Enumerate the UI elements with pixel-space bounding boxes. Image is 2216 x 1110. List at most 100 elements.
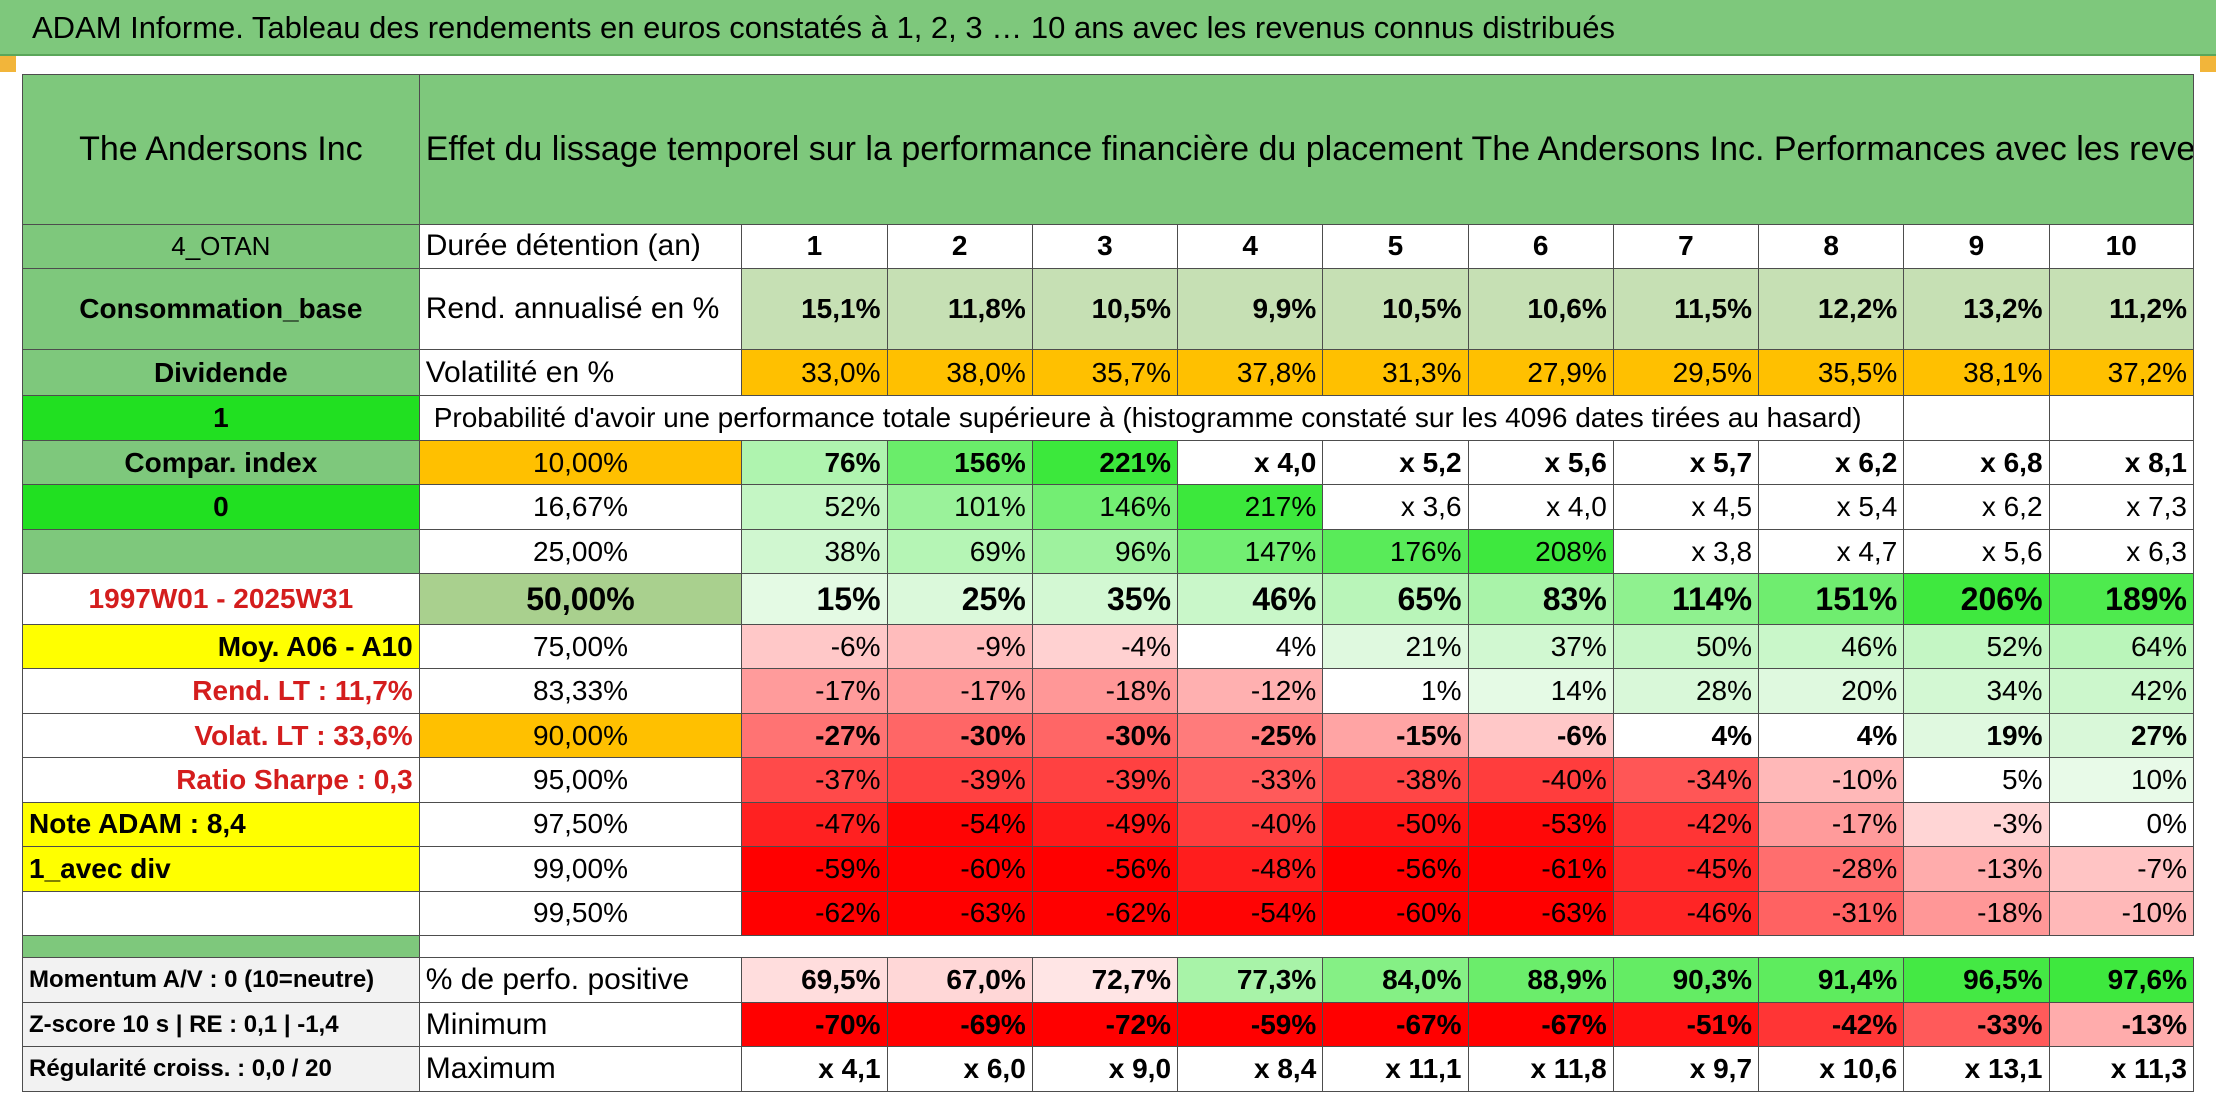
quantile-value: -10% [1758,757,1905,803]
stats-value: -13% [2048,1001,2195,1048]
quantile-value: 114% [1612,573,1760,625]
quantile-value: 21% [1322,623,1469,670]
quantile-value: x 6,3 [2048,528,2195,575]
quantile-threshold: 16,67% [418,484,743,530]
quantile-value: 42% [2048,668,2195,714]
stats-value: 77,3% [1177,957,1324,1003]
quantile-value: 146% [1031,484,1179,530]
side-label-consommation: Consommation_base [22,268,420,350]
quantile-value: -50% [1322,801,1469,848]
quantile-value: -15% [1322,712,1469,759]
quantile-value: -37% [741,757,888,803]
stats-value: x 9,0 [1031,1046,1179,1092]
annualized-return-value: 9,9% [1177,268,1324,350]
stats-side-label: Z-score 10 s | RE : 0,1 | -1,4 [22,1001,420,1048]
stats-value: -59% [1177,1001,1324,1048]
stats-value: x 11,1 [1322,1046,1469,1092]
quantile-value: -30% [886,712,1033,759]
quantile-value: -62% [1031,890,1179,937]
quantile-value: -17% [1758,801,1905,848]
annualized-return-value: 10,5% [1322,268,1469,350]
stats-row: Régularité croiss. : 0,0 / 20 Maximum x 4,… [22,1046,2195,1092]
side-label-otan: 4_OTAN [22,223,420,270]
corner-marker-left [0,56,16,72]
quantile-threshold: 83,33% [418,668,743,714]
stats-value: 90,3% [1612,957,1760,1003]
stats-value: 96,5% [1903,957,2050,1003]
annualized-return-value: 11,8% [886,268,1033,350]
quantile-value: 101% [886,484,1033,530]
stats-value: -69% [886,1001,1033,1048]
quantile-value: -63% [886,890,1033,937]
quantile-value: 4% [1758,712,1905,759]
spacer-row [22,935,2194,959]
quantile-value: 76% [741,439,888,486]
quantile-value: x 4,5 [1612,484,1760,530]
quantile-value: x 6,2 [1903,484,2050,530]
annualized-return-value: 11,2% [2048,268,2195,350]
quantile-value: -39% [886,757,1033,803]
quantile-value: 69% [886,528,1033,575]
quantile-side-label: 0 [22,484,420,530]
quantile-row: Rend. LT : 11,7% 83,33% -17% -17% -18% -12% 1%… [22,668,2195,714]
quantile-value: -3% [1903,801,2050,848]
quantile-side-label: Volat. LT : 33,6% [22,712,420,759]
year-header-5: 5 [1322,223,1469,270]
quantile-value: x 5,7 [1612,439,1760,486]
annualized-return-value: 11,5% [1612,268,1760,350]
year-header-8: 8 [1758,223,1905,270]
quantile-threshold: 75,00% [418,623,743,670]
stats-value: 69,5% [741,957,888,1003]
quantile-value: -45% [1612,846,1760,892]
stats-value: 88,9% [1467,957,1614,1003]
performance-table: The Andersons Inc Effet du lissage tempo… [22,74,2195,1092]
quantile-value: -49% [1031,801,1179,848]
annualized-return-value: 10,6% [1467,268,1614,350]
quantile-value: 37% [1467,623,1614,670]
quantile-side-label: Rend. LT : 11,7% [22,668,420,714]
quantile-value: x 6,8 [1903,439,2050,486]
annualized-return-label: Rend. annualisé en % [418,268,743,350]
quantile-value: x 5,6 [1903,528,2050,575]
quantile-value: -6% [741,623,888,670]
quantile-value: 156% [886,439,1033,486]
quantile-value: x 5,2 [1322,439,1469,486]
quantile-value: -47% [741,801,888,848]
quantile-value: 206% [1903,573,2050,625]
stats-value: -42% [1758,1001,1905,1048]
stats-row: Momentum A/V : 0 (10=neutre)% de perfo. … [22,957,2195,1003]
stats-value: 84,0% [1322,957,1469,1003]
volatility-value: 35,7% [1031,348,1179,397]
quantile-side-label [22,528,420,575]
spacer-cell [22,935,420,959]
quantile-row: 0 16,67% 52% 101% 146% 217% x 3,6 x 4,0 x 4,5 x 5… [22,484,2195,530]
table-header-description: Effet du lissage temporel sur la perform… [418,74,2195,225]
quantile-value: 4% [1177,623,1324,670]
fund-name-cell: The Andersons Inc [22,74,420,225]
quantile-value: -6% [1467,712,1614,759]
volatility-value: 29,5% [1612,348,1760,397]
quantile-value: -46% [1612,890,1760,937]
duration-label: Durée détention (an) [418,223,743,270]
volatility-label: Volatilité en % [418,348,743,397]
annualized-return-value: 12,2% [1758,268,1905,350]
quantile-threshold: 97,50% [418,801,743,848]
quantile-value: 14% [1467,668,1614,714]
quantile-value: -28% [1758,846,1905,892]
volatility-value: 33,0% [741,348,888,397]
quantile-value: -7% [2048,846,2195,892]
quantile-value: x 3,6 [1322,484,1469,530]
quantile-row: 25,00% 38% 69% 96% 147% 176% 208% x 3,8 x 4,7 x 5… [22,528,2195,575]
quantile-value: 20% [1758,668,1905,714]
quantile-value: -13% [1903,846,2050,892]
quantile-value: 4% [1612,712,1760,759]
quantile-threshold: 25,00% [418,528,743,575]
quantile-side-label: 1_avec div [22,846,420,892]
quantile-value: x 7,3 [2048,484,2195,530]
quantile-value: 19% [1903,712,2050,759]
quantile-value: 35% [1031,573,1179,625]
stats-label: Minimum [418,1001,743,1048]
quantile-value: 25% [886,573,1033,625]
quantile-value: 46% [1758,623,1905,670]
quantile-value: 208% [1467,528,1614,575]
